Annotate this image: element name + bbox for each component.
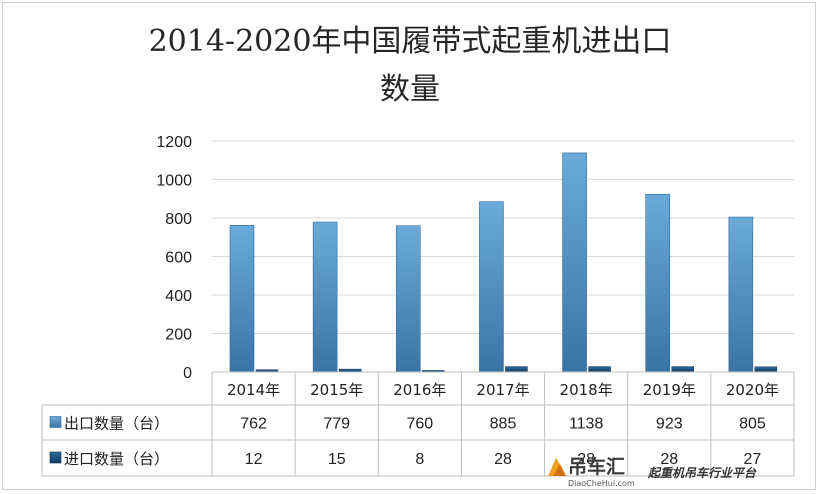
table-cell-value: 1138 [569,416,604,433]
bar-import [671,366,694,373]
y-tick-label: 1000 [156,173,192,190]
bar-export [312,221,338,373]
x-category-label: 2018年 [560,381,613,399]
data-table: 2014年 2015年 2016年 2017年 2018年 2019年 2020年出口数量（… [41,371,795,477]
x-category-label: 2015年 [310,381,363,399]
y-tick-label: 200 [165,327,192,344]
watermark-tagline: 起重机吊车行业平台 [647,466,757,480]
table-cell-value: 8 [415,451,424,468]
bar-export [728,216,754,373]
table-cell-value: 28 [494,451,512,468]
chart-title-line-1: 2014-2020年中国履带式起重机进出口 [148,24,672,59]
x-category-label: 2017年 [476,381,529,399]
y-axis-ticks: 0 200 400 600 800 1000 1200 [156,134,192,382]
x-category-label: 2020年 [726,381,779,399]
x-category-label: 2016年 [393,381,446,399]
table-cell-value: 760 [407,416,434,433]
watermark-url: DiaoCheHui.com [568,479,635,488]
bar-export [479,201,504,373]
y-tick-label: 0 [183,365,192,382]
table-cell-value: 15 [328,451,346,468]
table-cell-value: 779 [323,416,350,433]
legend-key [49,451,62,464]
y-tick-label: 1200 [156,134,192,151]
x-category-label: 2019年 [643,381,696,399]
table-cell-value: 27 [744,451,762,468]
legend-label: 进口数量（台） [64,450,169,468]
legend-label: 出口数量（台） [64,415,169,433]
bar-export [395,225,421,373]
bar-export [645,194,671,373]
legend-key [49,416,62,428]
table-cell-value: 12 [245,451,263,468]
table-cell-value: 28 [660,451,678,468]
y-tick-label: 800 [165,211,192,228]
bar-import [588,366,611,373]
chart-title-line-2: 数量 [380,72,440,107]
bar-import [754,366,778,373]
x-category-label: 2014年 [227,381,280,399]
bar-export [562,152,587,373]
bar-import [505,366,528,373]
table-cell-value: 805 [739,416,766,433]
watermark-name: 吊车汇 [568,455,625,478]
table-cell-value: 923 [656,416,683,433]
bar-export [229,225,255,373]
watermark: 吊车汇 DiaoCheHui.com 起重机吊车行业平台 [548,455,757,488]
y-tick-label: 400 [165,288,192,305]
bars [229,152,778,373]
table-cell-value: 762 [240,416,267,433]
y-tick-label: 600 [165,250,192,267]
table-cell-value: 28 [577,451,595,468]
table-cell-value: 885 [490,416,517,433]
watermark-logo-icon [548,458,566,476]
